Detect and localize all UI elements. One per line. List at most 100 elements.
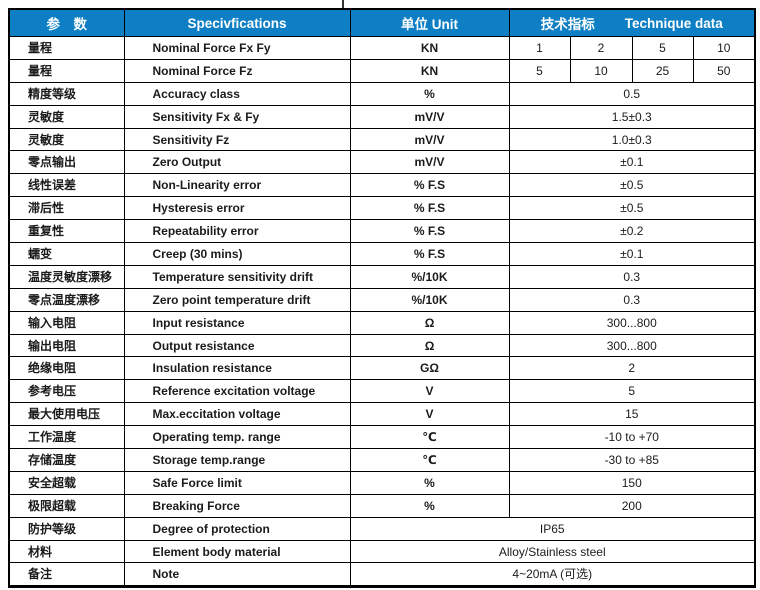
header-technique-inner: 技术指标 Technique data: [510, 13, 754, 33]
value-cell: 0.3: [508, 264, 756, 289]
value-cell: 300...800: [508, 333, 756, 358]
unit-cell: Ω: [349, 310, 510, 335]
value-cell: -10 to +70: [508, 425, 756, 450]
spec-cell: Reference excitation voltage: [123, 379, 351, 404]
param-cell: 安全超载: [8, 470, 125, 495]
table-row: 材料 Element body material Alloy/Stainless s…: [8, 539, 756, 564]
unit-cell: GΩ: [349, 356, 510, 381]
value-cell: ±0.5: [508, 196, 756, 221]
spec-cell: Note: [123, 562, 351, 588]
value-cell: 2: [569, 36, 633, 60]
spec-cell: Insulation resistance: [123, 356, 351, 381]
value-cell: 5: [508, 58, 571, 83]
value-cell: 10: [569, 58, 633, 83]
param-cell: 重复性: [8, 219, 125, 244]
value-cell: ±0.5: [508, 173, 756, 198]
spec-table-body: 量程 Nominal Force Fx Fy KN 1 2 5 10 量程 Nominal Fo…: [8, 36, 756, 588]
table-row: 灵敏度 Sensitivity Fx & Fy mV/V 1.5±0.3: [8, 104, 756, 129]
header-technique-data: 技术指标 Technique data: [508, 8, 756, 37]
spec-cell: Sensitivity Fz: [123, 127, 351, 152]
spec-cell: Creep (30 mins): [123, 242, 351, 266]
unit-cell: KN: [349, 58, 510, 83]
table-row: 重复性 Repeatability error% F.S ±0.2: [8, 219, 756, 244]
header-technique-cn: 技术指标: [540, 17, 595, 32]
unit-cell: V: [349, 402, 510, 427]
value-cell: 1.5±0.3: [508, 104, 756, 129]
spec-cell: Repeatability error: [123, 219, 351, 244]
unit-cell: mV/V: [349, 150, 510, 175]
spec-cell: Sensitivity Fx & Fy: [123, 104, 351, 129]
unit-cell: ℃: [349, 448, 510, 472]
spec-cell: Nominal Force Fx Fy: [123, 36, 351, 60]
unit-cell: %: [349, 81, 510, 106]
param-cell: 线性误差: [8, 173, 125, 198]
param-cell: 输入电阻: [8, 310, 125, 335]
table-row: 输出电阻 Output resistance Ω 300...800: [8, 333, 756, 358]
table-row: 零点输出 Zero Output mV/V ±0.1: [8, 150, 756, 175]
spec-cell: Temperature sensitivity drift: [123, 264, 351, 289]
value-cell: 5: [508, 379, 756, 404]
param-cell: 零点温度漂移: [8, 287, 125, 312]
param-cell: 蠕变: [8, 242, 125, 266]
param-cell: 温度灵敏度漂移: [8, 264, 125, 289]
value-cell: 200: [508, 493, 756, 518]
value-cell: Alloy/Stainless steel: [349, 539, 756, 564]
param-cell: 备注: [8, 562, 125, 588]
value-cell: 0.5: [508, 81, 756, 106]
unit-cell: %: [349, 470, 510, 495]
header-technique-en: Technique data: [624, 15, 723, 31]
unit-cell: %: [349, 493, 510, 518]
scan-artifact-tick: [342, 0, 344, 9]
table-row: 防护等级 Degree of protection IP65: [8, 516, 756, 541]
table-row: 线性误差 Non-Linearity error% F.S ±0.5: [8, 173, 756, 198]
spec-cell: Zero point temperature drift: [123, 287, 351, 312]
param-cell: 精度等级: [8, 81, 125, 106]
table-row: 备注 Note 4~20mA (可选): [8, 562, 756, 588]
header-unit: 单位 Unit: [349, 8, 510, 37]
table-row: 安全超载 Safe Force limit% 150: [8, 470, 756, 495]
spec-cell: Element body material: [123, 539, 351, 564]
unit-cell: % F.S: [349, 196, 510, 221]
value-cell: 4~20mA (可选): [349, 562, 756, 588]
spec-cell: Max.eccitation voltage: [123, 402, 351, 427]
value-cell: ±0.2: [508, 219, 756, 244]
value-cell: ±0.1: [508, 242, 756, 266]
param-cell: 参考电压: [8, 379, 125, 404]
unit-cell: % F.S: [349, 219, 510, 244]
param-cell: 绝缘电阻: [8, 356, 125, 381]
value-cell: 25: [631, 58, 694, 83]
param-cell: 量程: [8, 58, 125, 83]
unit-cell: Ω: [349, 333, 510, 358]
table-row: 极限超载 Breaking Force% 200: [8, 493, 756, 518]
param-cell: 灵敏度: [8, 127, 125, 152]
spec-cell: Accuracy class: [123, 81, 351, 106]
spec-table-container: 参 数 Specivfications 单位 Unit 技术指标 Techniq…: [8, 8, 757, 589]
param-cell: 零点输出: [8, 150, 125, 175]
value-cell: ±0.1: [508, 150, 756, 175]
spec-cell: Safe Force limit: [123, 470, 351, 495]
param-cell: 极限超载: [8, 493, 125, 518]
param-cell: 滞后性: [8, 196, 125, 221]
table-row: 精度等级 Accuracy class% 0.5: [8, 81, 756, 106]
header-param: 参 数: [8, 8, 125, 37]
unit-cell: % F.S: [349, 173, 510, 198]
table-row: 量程 Nominal Force Fx Fy KN 1 2 5 10: [8, 36, 756, 60]
table-row: 量程 Nominal Force Fz KN 5 10 25 50: [8, 58, 756, 83]
table-row: 存储温度 Storage temp.range ℃ -30 to +85: [8, 448, 756, 472]
value-cell: 1.0±0.3: [508, 127, 756, 152]
spec-cell: Hysteresis error: [123, 196, 351, 221]
unit-cell: mV/V: [349, 104, 510, 129]
value-cell: 2: [508, 356, 756, 381]
unit-cell: V: [349, 379, 510, 404]
value-cell: 0.3: [508, 287, 756, 312]
spec-cell: Nominal Force Fz: [123, 58, 351, 83]
param-cell: 灵敏度: [8, 104, 125, 129]
table-row: 滞后性 Hysteresis error% F.S ±0.5: [8, 196, 756, 221]
table-row: 工作温度 Operating temp. range ℃ -10 to +70: [8, 425, 756, 450]
param-cell: 存储温度: [8, 448, 125, 472]
value-cell: 10: [692, 36, 756, 60]
spec-cell: Input resistance: [123, 310, 351, 335]
spec-cell: Zero Output: [123, 150, 351, 175]
unit-cell: KN: [349, 36, 510, 60]
